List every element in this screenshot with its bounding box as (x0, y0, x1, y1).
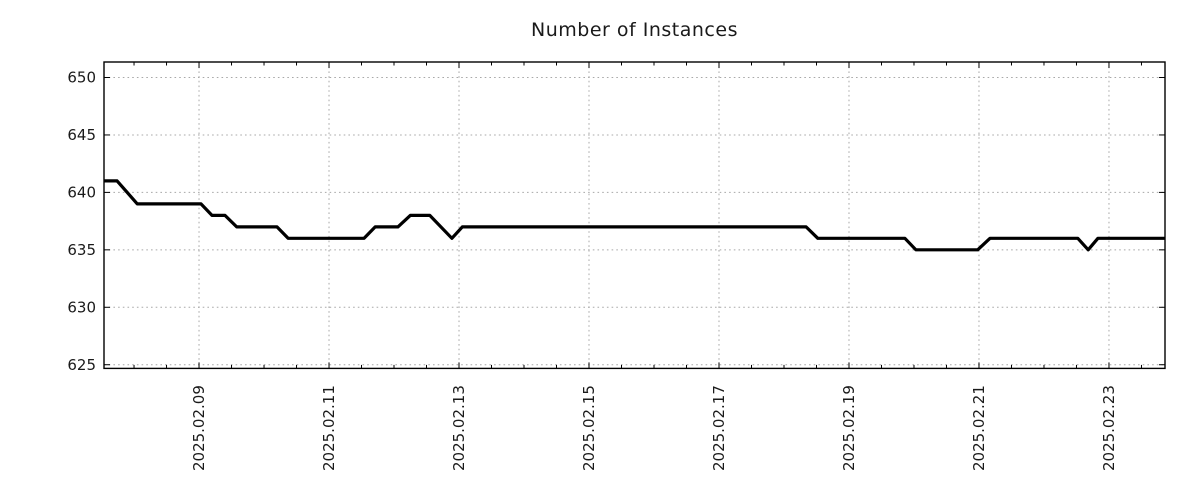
y-tick-label: 630 (67, 298, 96, 316)
x-tick-label: 2025.02.11 (320, 385, 338, 471)
x-tick-label: 2025.02.13 (450, 385, 468, 471)
data-line-instances (104, 179, 1165, 252)
plot-frame (103, 61, 1166, 370)
y-tick-label: 625 (67, 356, 96, 374)
x-tick-label: 2025.02.17 (710, 385, 728, 471)
x-tick-label: 2025.02.23 (1100, 385, 1118, 471)
x-tick-label: 2025.02.09 (190, 385, 208, 471)
y-tick-label: 640 (67, 183, 96, 201)
y-tick-label: 635 (67, 241, 96, 259)
y-tick-label: 645 (67, 126, 96, 144)
x-tick-label: 2025.02.21 (970, 385, 988, 471)
x-tick-label: 2025.02.19 (840, 385, 858, 471)
x-tick-label: 2025.02.15 (580, 385, 598, 471)
chart-title: Number of Instances (531, 19, 738, 41)
y-tick-label: 650 (67, 69, 96, 87)
